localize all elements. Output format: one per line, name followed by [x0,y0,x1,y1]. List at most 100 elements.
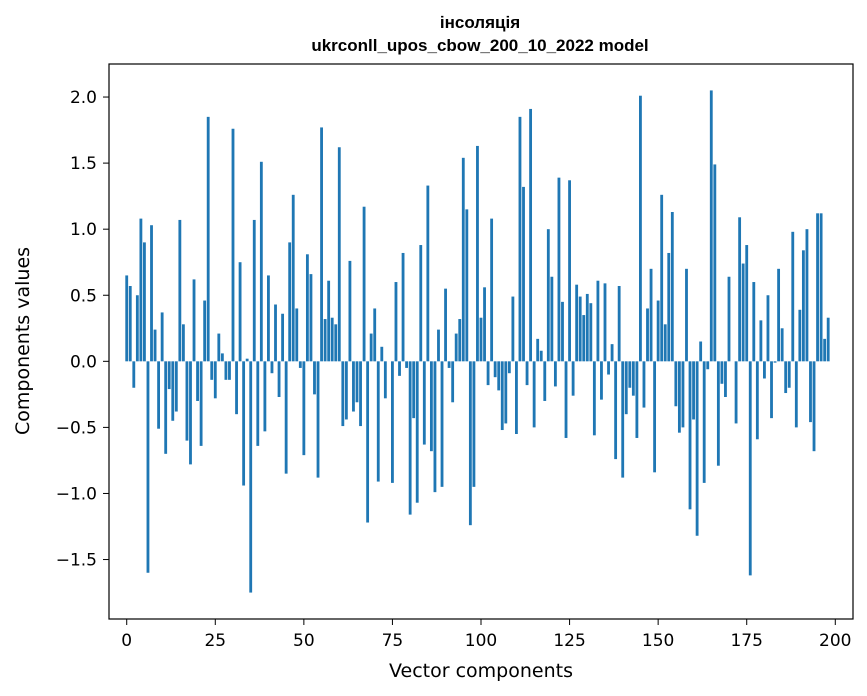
bar [259,161,263,362]
bar [146,361,150,573]
bar [734,361,738,424]
bar [302,361,306,456]
bar [628,361,632,388]
bar [334,324,338,362]
bar [313,361,316,395]
bar [819,213,823,362]
bar [429,361,433,452]
bar [801,250,805,362]
bar [713,164,717,362]
bar [352,361,355,412]
bar [433,361,437,493]
bar [383,361,387,399]
bar [391,361,394,483]
bar [596,280,600,362]
bar [589,303,593,362]
y-tick-label: −1.5 [56,551,97,571]
x-tick-label: 50 [293,631,315,651]
bar [231,128,235,362]
bar [497,361,501,391]
bar [316,361,320,478]
bar [699,341,703,362]
bar [203,300,207,362]
bar [330,317,334,362]
y-axis-ticks: 2.0 1.5 1.0 0.5 0.0 −0.5 −1.0 −1.5 [56,88,109,571]
x-tick-label: 100 [465,631,497,651]
bar [376,361,380,482]
bar [688,361,692,510]
bar [181,324,185,362]
bar [660,194,664,362]
bar [454,333,458,362]
bar [323,319,327,362]
bar [281,313,285,362]
bar [702,361,706,483]
bar [419,245,423,362]
bar [167,361,171,390]
bar [575,284,579,362]
bar [812,361,816,452]
bar [249,361,253,593]
bar [823,338,827,362]
bar [738,217,742,362]
bar [745,245,749,362]
bar [461,157,465,362]
bar [245,358,249,362]
bar [515,361,518,434]
bar [472,361,476,487]
x-tick-label: 125 [553,631,585,651]
bar [320,127,323,362]
bar [210,361,214,380]
bar [362,206,366,362]
bar [539,350,543,362]
bar [192,279,196,362]
bar [458,319,462,362]
bar [685,268,688,362]
bar [798,309,802,362]
y-tick-label: −1.0 [56,484,97,504]
bar [327,280,331,362]
bar [727,276,731,362]
bar [125,275,129,362]
bar [408,361,412,515]
bar [532,361,536,428]
bar [763,361,766,379]
bar [582,315,586,362]
bar [550,276,554,362]
y-tick-label: 0.5 [70,286,97,306]
bar [476,145,479,362]
bar [663,324,667,362]
bar [263,361,267,432]
bar [157,361,161,429]
bar [305,254,309,362]
bar [706,361,710,370]
bar [380,346,384,362]
bar [791,231,795,362]
bar [557,177,561,362]
bar [695,361,699,536]
bar [681,361,685,428]
bar [128,286,132,362]
bar [553,361,557,387]
bar [809,361,812,423]
bar [220,353,224,362]
bar [493,361,497,378]
bar [228,361,231,380]
x-tick-label: 175 [730,631,762,651]
bar [267,275,270,362]
bar [525,361,529,386]
bar [716,361,720,466]
bar [206,116,210,362]
bar [426,185,430,362]
bar [359,361,362,427]
bar [511,296,515,362]
bar [568,180,571,362]
bar [213,361,217,399]
bar [238,262,242,362]
bar [422,361,426,445]
bar [288,242,292,362]
y-tick-label: 1.0 [70,220,97,240]
bar [405,361,409,368]
bar [709,90,713,362]
bars-group [125,90,830,593]
